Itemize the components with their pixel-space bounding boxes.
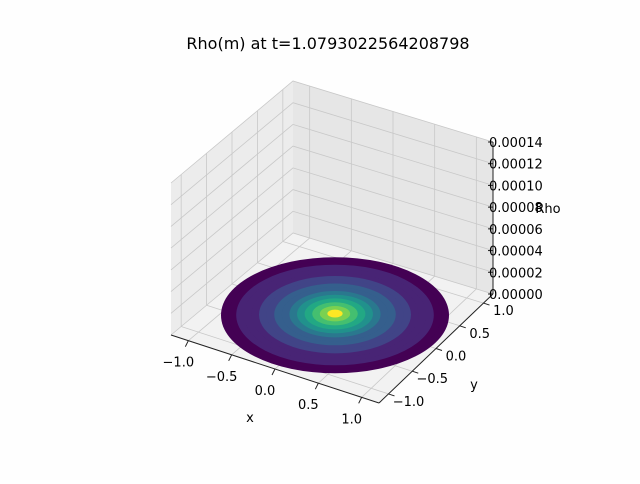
y-tick-label: −0.5: [416, 372, 448, 387]
z-tick-label: 0.00006: [489, 223, 543, 238]
x-tick: [358, 397, 363, 404]
z-tick-label: 0.00008: [489, 201, 543, 216]
x-axis-label: x: [246, 411, 254, 426]
y-tick: [483, 302, 490, 306]
y-tick-label: −1.0: [393, 395, 425, 410]
z-gridline: [170, 210, 494, 314]
y-tick: [412, 370, 419, 374]
z-gridline: [170, 189, 494, 292]
x-axis-ticks: −1.0 −0.5 0.0 0.5 1.0: [163, 340, 363, 427]
z-tick-label: 0.00002: [489, 266, 543, 281]
z-tick-label: 0.00004: [489, 245, 543, 260]
y-tick: [435, 348, 443, 351]
y-tick-label: 0.5: [469, 327, 490, 342]
z-gridline: [170, 102, 494, 206]
z-gridline: [170, 80, 494, 184]
y-axis-label: y: [470, 378, 478, 393]
y-tick: [388, 393, 395, 397]
z-tick-label: 0.00010: [489, 179, 543, 194]
z-tick-label: 0.00000: [489, 288, 543, 303]
x-tick-label: 1.0: [341, 412, 362, 427]
y-tick: [459, 325, 466, 329]
density-surface: [221, 257, 449, 374]
chart-title: Rho(m) at t=1.0793022564208798: [186, 34, 469, 53]
x-tick-label: 0.5: [298, 398, 319, 413]
x-tick-label: −0.5: [206, 370, 238, 385]
z-gridline: [170, 167, 494, 271]
y-tick-label: 0.0: [446, 350, 467, 365]
z-gridline: [170, 123, 494, 227]
x-tick-label: 0.0: [255, 384, 276, 399]
y-axis-ticks: −1.0 −0.5 0.00.51.0: [388, 302, 514, 410]
x-tick-label: −1.0: [163, 356, 195, 371]
z-axis-ticks: 0.00000 0.00002 0.00004 0.00006 0.00008 0.000…: [488, 136, 543, 303]
z-gridline: [170, 145, 494, 249]
z-tick-label: 0.00014: [489, 136, 543, 151]
z-tick-label: 0.00012: [489, 158, 543, 173]
y-tick-label: 1.0: [493, 304, 514, 319]
x-tick: [271, 368, 276, 376]
x-tick: [228, 354, 233, 362]
z-axis-label: Rho: [535, 202, 560, 217]
z-gridline: [170, 232, 494, 336]
x-tick: [184, 340, 189, 347]
x-tick: [314, 382, 319, 390]
surface-peak: [332, 312, 338, 317]
